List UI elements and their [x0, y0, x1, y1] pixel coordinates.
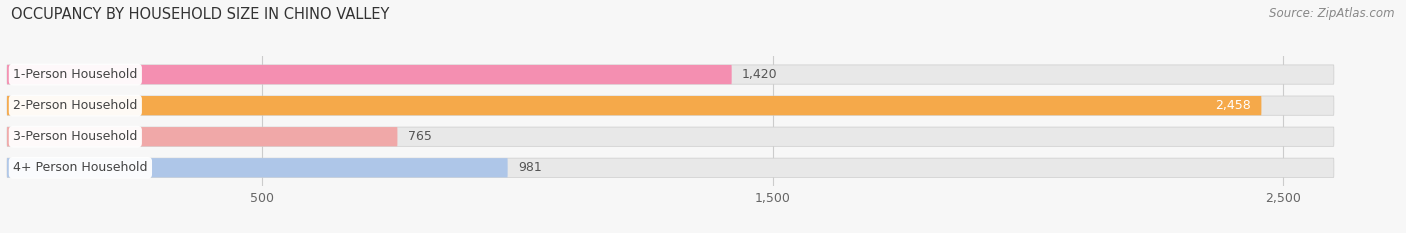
FancyBboxPatch shape	[7, 127, 1334, 146]
FancyBboxPatch shape	[7, 158, 508, 177]
FancyBboxPatch shape	[7, 96, 1261, 115]
FancyBboxPatch shape	[7, 65, 731, 84]
Text: 1,420: 1,420	[742, 68, 778, 81]
FancyBboxPatch shape	[7, 127, 398, 146]
Text: 981: 981	[517, 161, 541, 174]
FancyBboxPatch shape	[7, 96, 1334, 115]
Text: 2-Person Household: 2-Person Household	[13, 99, 138, 112]
Text: 765: 765	[408, 130, 432, 143]
Text: 4+ Person Household: 4+ Person Household	[13, 161, 148, 174]
Text: 3-Person Household: 3-Person Household	[13, 130, 138, 143]
Text: 2,458: 2,458	[1215, 99, 1251, 112]
Text: Source: ZipAtlas.com: Source: ZipAtlas.com	[1270, 7, 1395, 20]
Text: 1-Person Household: 1-Person Household	[13, 68, 138, 81]
Text: OCCUPANCY BY HOUSEHOLD SIZE IN CHINO VALLEY: OCCUPANCY BY HOUSEHOLD SIZE IN CHINO VAL…	[11, 7, 389, 22]
FancyBboxPatch shape	[7, 158, 1334, 177]
FancyBboxPatch shape	[7, 65, 1334, 84]
